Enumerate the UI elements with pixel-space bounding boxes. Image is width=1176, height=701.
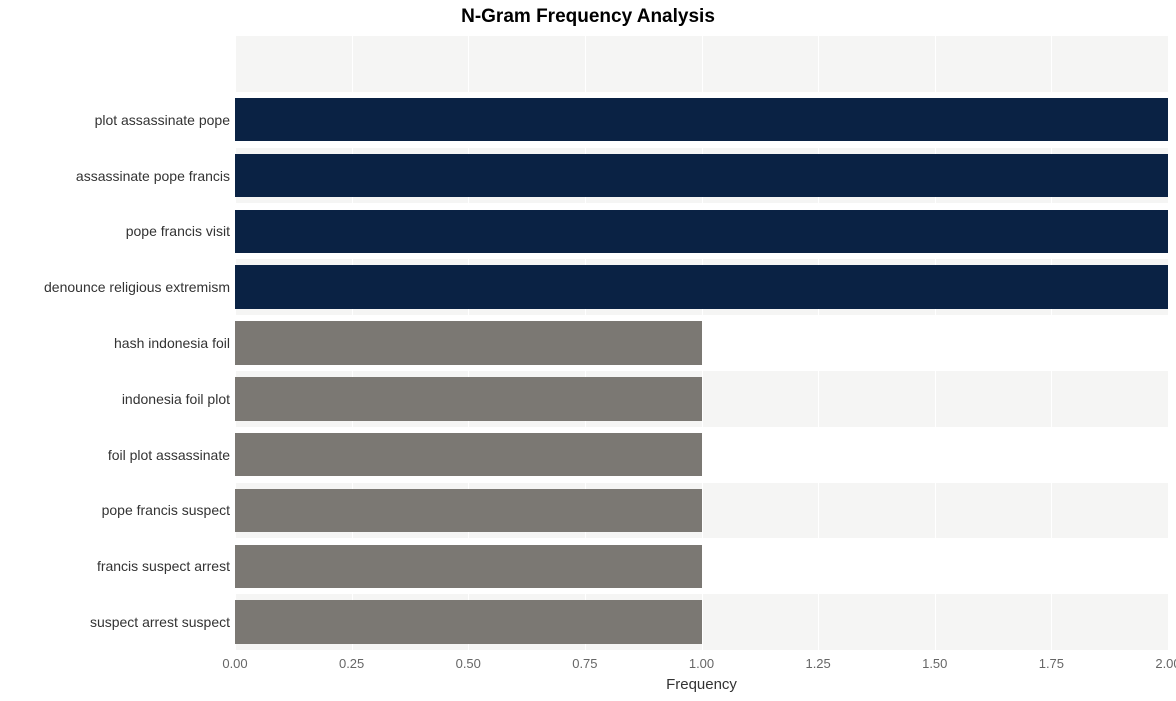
y-axis-category-label: suspect arrest suspect: [0, 614, 230, 630]
bar: [235, 489, 702, 533]
y-axis-category-label: pope francis suspect: [0, 502, 230, 518]
x-axis-tick-label: 1.25: [805, 656, 830, 671]
y-axis-category-label: francis suspect arrest: [0, 558, 230, 574]
y-axis-category-label: foil plot assassinate: [0, 447, 230, 463]
x-axis-label: Frequency: [666, 676, 737, 693]
x-axis-tick-label: 0.50: [456, 656, 481, 671]
bar: [235, 265, 1168, 309]
plot-area: [235, 36, 1168, 650]
y-axis-category-label: assassinate pope francis: [0, 168, 230, 184]
bar: [235, 98, 1168, 142]
bar: [235, 377, 702, 421]
bar: [235, 433, 702, 477]
bar: [235, 210, 1168, 254]
chart-title: N-Gram Frequency Analysis: [0, 6, 1176, 28]
x-axis-tick-label: 1.75: [1039, 656, 1064, 671]
ngram-frequency-chart: N-Gram Frequency Analysis Frequency plot…: [0, 0, 1176, 701]
x-axis-tick-label: 0.00: [222, 656, 247, 671]
bar: [235, 321, 702, 365]
x-axis-tick-label: 0.75: [572, 656, 597, 671]
x-axis-tick-label: 2.00: [1155, 656, 1176, 671]
x-axis-tick-label: 0.25: [339, 656, 364, 671]
gridline: [1168, 36, 1169, 650]
y-axis-category-label: denounce religious extremism: [0, 279, 230, 295]
bar: [235, 154, 1168, 198]
y-axis-category-label: hash indonesia foil: [0, 335, 230, 351]
bar: [235, 545, 702, 589]
y-axis-category-label: indonesia foil plot: [0, 391, 230, 407]
bar: [235, 600, 702, 644]
x-axis-tick-label: 1.50: [922, 656, 947, 671]
y-axis-category-label: pope francis visit: [0, 223, 230, 239]
y-axis-category-label: plot assassinate pope: [0, 112, 230, 128]
x-axis-tick-label: 1.00: [689, 656, 714, 671]
